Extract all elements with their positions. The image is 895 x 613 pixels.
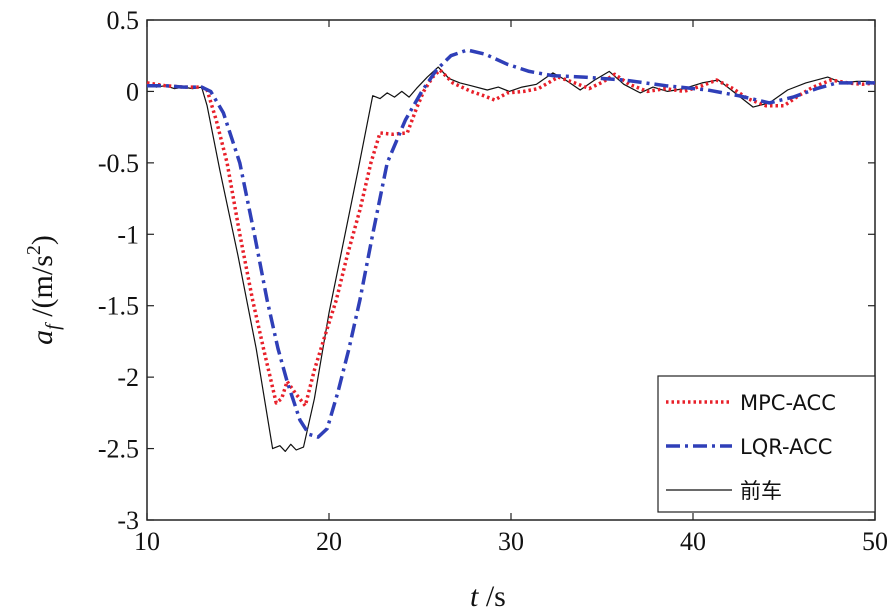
x-tick-label: 10 (134, 527, 160, 556)
x-tick-label: 20 (316, 527, 342, 556)
y-axis-var: a (26, 330, 59, 345)
legend-label-lead: 前车 (740, 479, 782, 503)
series-line-前车 (146, 66, 876, 452)
y-tick-label: -2.5 (98, 435, 139, 464)
legend-label-mpc: MPC-ACC (740, 391, 836, 415)
y-axis-sub: f (42, 322, 64, 330)
x-tick-label: 40 (680, 527, 706, 556)
x-tick-label: 50 (862, 527, 888, 556)
y-axis-close: ) (26, 235, 59, 245)
legend: MPC-ACC LQR-ACC 前车 (657, 375, 876, 513)
x-axis-var: t (470, 580, 479, 613)
y-axis-unit: /(m/s (26, 255, 59, 324)
y-tick-label: 0.5 (107, 6, 140, 35)
x-axis-unit: /s (478, 580, 506, 613)
y-tick-label: -1.5 (98, 292, 139, 321)
series-line-LQR-ACC (147, 48, 875, 439)
y-tick-label: -2 (117, 363, 139, 392)
legend-box (657, 375, 876, 513)
x-axis-label: t /s (470, 580, 506, 613)
y-axis-label: af /(m/s2) (23, 235, 64, 345)
y-tick-label: -0.5 (98, 149, 139, 178)
y-tick-label: -3 (117, 506, 139, 535)
legend-label-lqr: LQR-ACC (740, 435, 832, 459)
x-tick-label: 30 (498, 527, 524, 556)
y-tick-label: 0 (126, 77, 139, 106)
y-tick-label: -1 (117, 220, 139, 249)
y-axis-sup: 2 (23, 245, 45, 255)
